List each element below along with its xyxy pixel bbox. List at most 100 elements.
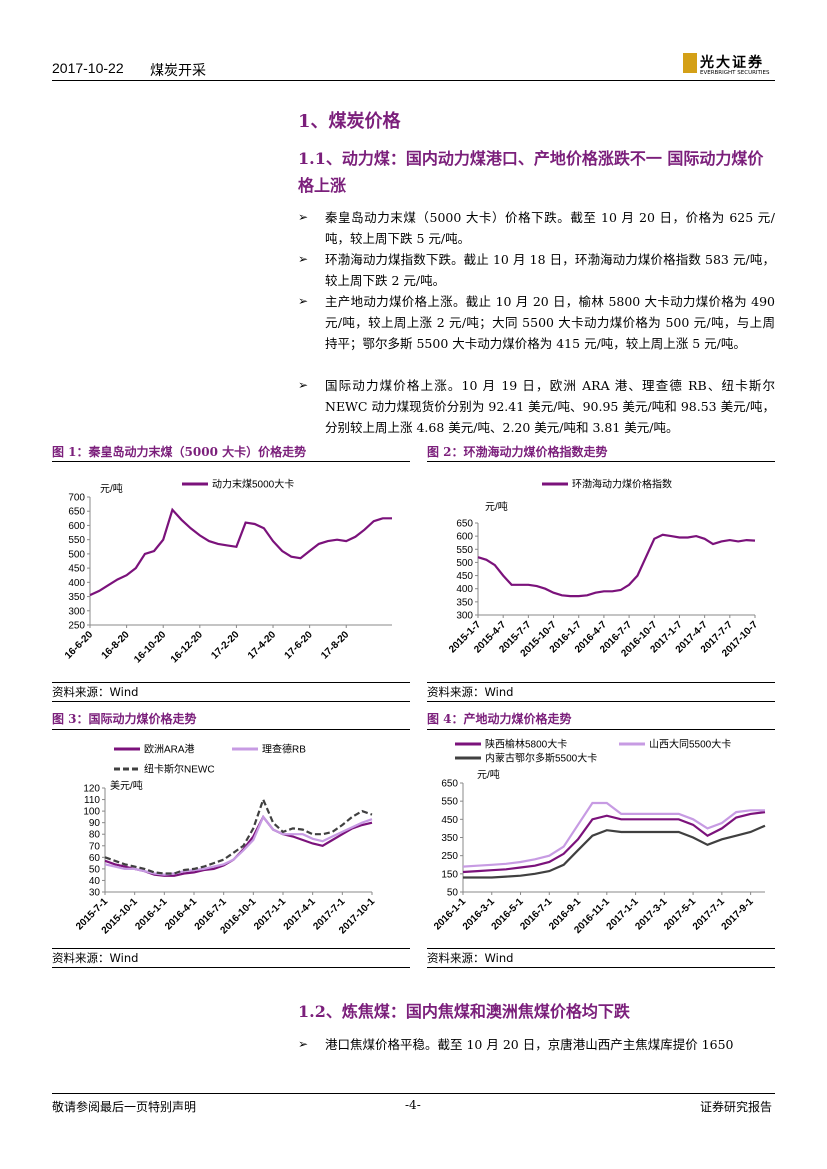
- y-tick-label: 450: [456, 571, 473, 582]
- bullet-text: 环渤海动力煤指数下跌。截止 10 月 18 日，环渤海动力煤价格指数 583 元…: [325, 252, 775, 288]
- logo-icon: [683, 53, 697, 73]
- legend-label: 内蒙古鄂尔多斯5500大卡: [485, 752, 597, 765]
- rule: [52, 461, 410, 462]
- source: 资料来源：Wind: [427, 951, 514, 965]
- y-tick-label: 40: [89, 876, 101, 887]
- footer-center: -4-: [405, 1098, 421, 1112]
- rule: [52, 948, 410, 949]
- footer-left: 敬请参阅最后一页特别声明: [52, 1100, 197, 1114]
- series-line: [462, 811, 766, 874]
- x-tick-label: 17-6-20: [283, 629, 315, 661]
- y-tick-label: 60: [89, 853, 101, 864]
- y-tick-label: 30: [89, 888, 101, 899]
- series-line: [462, 801, 765, 868]
- chart: 501502503504505506502016-1-12016-3-12016…: [432, 738, 766, 936]
- series-line: [477, 533, 756, 598]
- y-tick-label: 550: [441, 797, 458, 808]
- y-tick-label: 650: [441, 779, 458, 790]
- y-tick-label: 50: [447, 888, 459, 899]
- bullet-marker: ➢: [298, 378, 309, 392]
- x-tick-label: 17-2-20: [209, 629, 241, 661]
- figure-title: 图 4：产地动力煤价格走势: [427, 712, 572, 726]
- rule: [427, 461, 775, 462]
- y-tick-label: 350: [68, 592, 85, 603]
- legend-label: 山西大同5500大卡: [649, 738, 731, 751]
- y-tick-label: 80: [89, 830, 101, 841]
- bullet-marker: ➢: [298, 252, 309, 266]
- y-tick-label: 400: [456, 584, 473, 595]
- header-date: 2017-10-22: [52, 60, 124, 76]
- bullet-marker: ➢: [298, 1037, 309, 1051]
- y-tick-label: 110: [84, 795, 100, 806]
- rule: [427, 967, 775, 968]
- y-tick-label: 650: [456, 519, 473, 530]
- y-tick-label: 600: [456, 532, 473, 543]
- rule: [52, 701, 410, 702]
- x-tick-label: 17-4-20: [246, 629, 278, 661]
- x-tick-label: 16-8-20: [100, 629, 132, 661]
- chart: 3003504004505005506006502015-1-72015-4-7…: [447, 478, 760, 660]
- y-tick-label: 350: [456, 597, 473, 608]
- y-tick-label: 300: [456, 611, 473, 622]
- bullet-text: 主产地动力煤价格上涨。截止 10 月 20 日，榆林 5800 大卡动力煤价格为…: [325, 294, 775, 351]
- y-tick-label: 250: [68, 621, 85, 632]
- x-tick-label: 2017-9-1: [720, 896, 756, 932]
- figure-title: 图 2：环渤海动力煤价格指数走势: [427, 445, 608, 459]
- y-tick-label: 70: [89, 841, 101, 852]
- series-line: [104, 796, 373, 875]
- logo-text-en: EVERBRIGHT SECURITIES: [700, 70, 770, 76]
- legend-label: 纽卡斯尔NEWC: [144, 763, 215, 776]
- figure-title: 图 3：国际动力煤价格走势: [52, 712, 197, 726]
- y-tick-label: 550: [456, 545, 473, 556]
- y-tick-label: 450: [68, 564, 85, 575]
- y-axis-label: 元/吨: [100, 482, 123, 495]
- x-tick-label: 16-12-20: [169, 629, 205, 665]
- y-tick-label: 650: [68, 507, 85, 518]
- source: 资料来源：Wind: [52, 951, 139, 965]
- y-axis-label: 美元/吨: [110, 779, 143, 792]
- y-tick-label: 500: [456, 558, 473, 569]
- rule: [427, 701, 775, 702]
- rule: [52, 729, 410, 730]
- rule: [427, 729, 775, 730]
- x-tick-label: 16-10-20: [132, 629, 168, 665]
- header-section: 煤炭开采: [150, 62, 206, 78]
- heading: 1.1、动力煤：国内动力煤港口、产地价格涨跌不一 国际动力煤价格上涨: [298, 149, 764, 195]
- y-tick-label: 700: [68, 493, 85, 504]
- rule: [52, 682, 410, 683]
- y-tick-label: 450: [441, 815, 458, 826]
- chart: 304050607080901001101202015-7-12015-10-1…: [74, 743, 377, 937]
- y-tick-label: 90: [89, 818, 101, 829]
- y-axis-label: 元/吨: [485, 500, 508, 513]
- y-tick-label: 350: [441, 833, 458, 844]
- y-tick-label: 150: [441, 869, 458, 880]
- heading: 1.2、炼焦煤：国内焦煤和澳洲焦煤价格均下跌: [298, 1002, 630, 1021]
- y-tick-label: 250: [441, 851, 458, 862]
- y-tick-label: 100: [83, 807, 100, 818]
- bullet-text: 秦皇岛动力末煤（5000 大卡）价格下跌。截至 10 月 20 日，价格为 62…: [325, 210, 775, 246]
- y-tick-label: 500: [68, 549, 85, 560]
- source: 资料来源：Wind: [52, 685, 139, 699]
- y-tick-label: 50: [89, 864, 101, 875]
- rule: [52, 967, 410, 968]
- heading: 1、煤炭价格: [298, 111, 401, 132]
- legend-label: 环渤海动力煤价格指数: [572, 478, 672, 491]
- y-tick-label: 300: [68, 606, 85, 617]
- figure-title: 图 1：秦皇岛动力末煤（5000 大卡）价格走势: [52, 445, 307, 459]
- series-line: [89, 507, 392, 597]
- series-line: [463, 824, 766, 879]
- source: 资料来源：Wind: [427, 685, 514, 699]
- legend-label: 动力末煤5000大卡: [212, 478, 294, 491]
- series-line: [104, 814, 373, 876]
- y-axis-label: 元/吨: [477, 768, 500, 781]
- header-rule: [52, 80, 775, 81]
- bullet-text: 国际动力煤价格上涨。10 月 19 日，欧洲 ARA 港、理查德 RB、纽卡斯尔…: [325, 378, 775, 435]
- y-tick-label: 120: [83, 784, 100, 795]
- logo-text: 光大证券: [700, 55, 764, 71]
- rule: [427, 682, 775, 683]
- bullet-text: 港口焦煤价格平稳。截至 10 月 20 日，京唐港山西产主焦煤库提价 1650: [325, 1037, 734, 1052]
- footer-rule: [52, 1093, 775, 1094]
- footer-right: 证券研究报告: [700, 1100, 773, 1114]
- y-tick-label: 400: [68, 578, 85, 589]
